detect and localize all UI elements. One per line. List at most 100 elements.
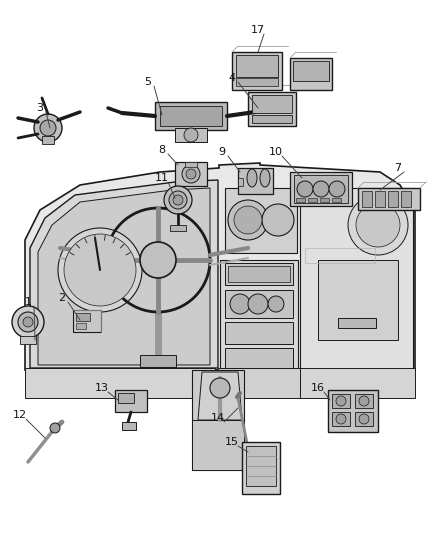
Polygon shape (198, 372, 242, 420)
Bar (192, 420, 244, 470)
Bar (76, 313, 90, 321)
Circle shape (234, 206, 262, 234)
Bar (296, 198, 305, 202)
Bar (220, 260, 298, 370)
Bar (290, 172, 352, 206)
Bar (155, 102, 227, 130)
Bar (362, 191, 372, 207)
Text: 1: 1 (25, 297, 32, 307)
Bar (175, 162, 207, 186)
Circle shape (329, 181, 345, 197)
Bar (388, 191, 398, 207)
Bar (242, 442, 280, 494)
Circle shape (356, 203, 400, 247)
Bar (355, 412, 373, 426)
Bar (170, 225, 186, 231)
Bar (225, 263, 293, 285)
Text: 3: 3 (36, 103, 43, 113)
Circle shape (64, 234, 136, 306)
Text: 16: 16 (311, 383, 325, 393)
Bar (185, 162, 197, 167)
Text: 12: 12 (13, 410, 27, 420)
Bar (248, 92, 296, 126)
Circle shape (313, 181, 329, 197)
Bar (236, 55, 278, 77)
Text: 15: 15 (225, 437, 239, 447)
Polygon shape (25, 163, 415, 370)
Bar (238, 178, 243, 186)
Circle shape (40, 120, 56, 136)
Bar (290, 58, 332, 90)
Text: 5: 5 (145, 77, 152, 87)
Circle shape (210, 378, 230, 398)
Text: 9: 9 (219, 147, 226, 157)
Bar (192, 370, 244, 470)
Circle shape (23, 317, 33, 327)
Bar (358, 188, 420, 210)
Bar (332, 198, 341, 202)
Circle shape (262, 204, 294, 236)
Polygon shape (30, 180, 218, 368)
Bar (300, 368, 415, 398)
Bar (225, 290, 293, 318)
Text: 14: 14 (211, 413, 225, 423)
Bar (115, 390, 147, 412)
Bar (76, 323, 86, 329)
Bar (238, 168, 273, 194)
Circle shape (164, 186, 192, 214)
Bar (225, 348, 293, 368)
Circle shape (186, 169, 196, 179)
Circle shape (58, 228, 142, 312)
Bar (308, 198, 317, 202)
Bar (228, 266, 290, 282)
Bar (252, 115, 292, 123)
Bar (232, 52, 282, 90)
Polygon shape (38, 188, 210, 365)
Bar (294, 175, 348, 203)
Bar (375, 191, 385, 207)
Bar (42, 136, 54, 144)
Circle shape (230, 294, 250, 314)
Bar (225, 188, 297, 253)
Circle shape (182, 165, 200, 183)
Bar (25, 368, 215, 398)
Text: 11: 11 (155, 173, 169, 183)
Bar (320, 198, 329, 202)
Circle shape (184, 128, 198, 142)
Bar (218, 368, 300, 398)
Bar (305, 248, 375, 263)
Text: 2: 2 (58, 293, 66, 303)
Circle shape (348, 195, 408, 255)
Bar (338, 318, 376, 328)
Bar (293, 61, 329, 81)
Ellipse shape (247, 169, 257, 187)
Text: 8: 8 (159, 145, 166, 155)
Bar (355, 394, 373, 408)
Bar (246, 446, 276, 486)
Circle shape (169, 191, 187, 209)
Circle shape (268, 296, 284, 312)
Text: 10: 10 (269, 147, 283, 157)
Circle shape (18, 312, 38, 332)
Circle shape (50, 423, 60, 433)
Bar (401, 191, 411, 207)
Bar (122, 422, 136, 430)
Bar (140, 355, 176, 367)
Circle shape (140, 242, 176, 278)
Circle shape (297, 181, 313, 197)
Circle shape (12, 306, 44, 338)
Bar (252, 95, 292, 113)
Circle shape (34, 114, 62, 142)
Circle shape (359, 414, 369, 424)
Text: 4: 4 (229, 73, 236, 83)
Bar (236, 78, 278, 86)
Circle shape (248, 294, 268, 314)
Bar (300, 188, 413, 370)
Ellipse shape (260, 169, 270, 187)
Circle shape (173, 195, 183, 205)
Text: 13: 13 (95, 383, 109, 393)
Bar (318, 260, 398, 340)
Bar (332, 394, 350, 408)
Bar (73, 310, 101, 332)
Text: 7: 7 (395, 163, 402, 173)
